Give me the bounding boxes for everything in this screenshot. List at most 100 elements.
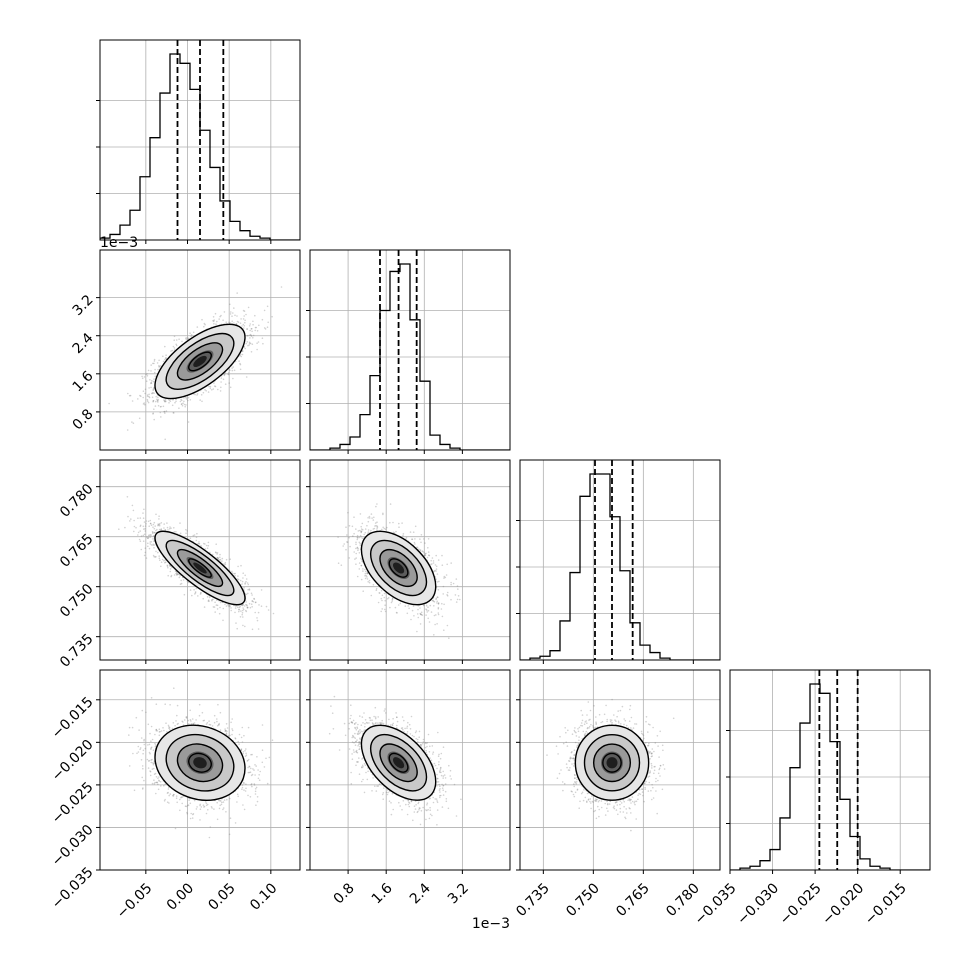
scatter-point (250, 592, 253, 595)
scatter-point (196, 394, 198, 396)
scatter-point (165, 357, 167, 359)
scatter-point (185, 398, 188, 400)
scatter-point (244, 347, 246, 350)
scatter-point (158, 359, 160, 362)
scatter-point (239, 322, 242, 324)
scatter-point (252, 600, 255, 603)
scatter-point (179, 532, 182, 535)
scatter-point (212, 598, 214, 601)
scatter-point (152, 391, 154, 394)
scatter-point (187, 396, 190, 399)
scatter-point (230, 609, 232, 612)
scatter-point (222, 619, 224, 622)
scatter-point (219, 558, 222, 561)
scatter-point (247, 334, 249, 337)
scatter-point (213, 606, 216, 608)
scatter-point (147, 520, 150, 523)
scatter-point (131, 421, 133, 423)
scatter-point (242, 577, 244, 579)
scatter-point (231, 572, 234, 574)
scatter-point (146, 373, 148, 375)
scatter-point (241, 604, 243, 607)
scatter-point (167, 529, 169, 531)
scatter-point (223, 373, 226, 376)
scatter-point (141, 375, 143, 378)
scatter-point (146, 400, 149, 402)
scatter-point (252, 337, 254, 339)
scatter-point (196, 532, 198, 535)
scatter-point (151, 396, 154, 399)
scatter-point (166, 564, 169, 567)
scatter-point (153, 527, 156, 530)
scatter-point (225, 321, 227, 323)
scatter-point (169, 568, 172, 570)
scatter-point (220, 314, 222, 317)
scatter-point (189, 332, 191, 334)
scatter-point (150, 534, 152, 537)
scatter-point (159, 365, 162, 367)
scatter-point (262, 342, 264, 345)
scatter-point (212, 316, 215, 318)
scatter-point (129, 520, 131, 522)
scatter-point (141, 377, 144, 380)
scatter-point (280, 286, 283, 288)
scatter-point (209, 387, 212, 390)
scatter-point (180, 398, 182, 401)
scatter-point (240, 355, 243, 358)
scatter-point (239, 579, 242, 582)
scatter-point (208, 385, 210, 388)
scatter-point (142, 396, 144, 399)
scatter-point (216, 608, 219, 610)
scatter-point (147, 369, 150, 372)
scatter-point (142, 517, 145, 519)
scatter-point (181, 404, 184, 407)
scatter-point (152, 535, 155, 537)
scatter-point (132, 422, 135, 424)
scatter-point (216, 599, 218, 602)
scatter-point (250, 603, 253, 605)
scatter-point (148, 396, 151, 399)
scatter-point (159, 411, 162, 414)
scatter-point (157, 368, 159, 371)
scatter-point (249, 329, 251, 332)
scatter-point (232, 312, 234, 314)
scatter-point (257, 611, 260, 614)
scatter-point (245, 313, 247, 316)
scatter-point (178, 338, 180, 340)
scatter-point (245, 578, 248, 580)
scatter-point (206, 596, 209, 598)
scatter-point (204, 323, 206, 326)
scatter-point (232, 366, 235, 368)
scatter-point (242, 572, 244, 574)
density-level (193, 355, 207, 368)
scatter-point (258, 604, 260, 606)
scatter-point (185, 338, 188, 341)
scatter-point (272, 612, 275, 615)
scatter-point (173, 412, 175, 414)
scatter-point (156, 362, 159, 364)
scatter-point (153, 358, 156, 361)
scatter-point (234, 611, 236, 614)
scatter-point (153, 360, 156, 362)
scatter-point (153, 418, 155, 421)
scatter-point (237, 321, 240, 323)
scatter-point (243, 325, 246, 327)
scatter-point (144, 528, 146, 530)
scatter-point (231, 315, 233, 317)
scatter-point (153, 371, 156, 374)
scatter-point (247, 583, 250, 586)
scatter-point (224, 383, 227, 385)
scatter-point (208, 600, 210, 603)
scatter-point (152, 388, 155, 391)
scatter-point (242, 604, 244, 607)
scatter-point (212, 606, 215, 608)
scatter-point (152, 526, 154, 528)
scatter-point (133, 530, 135, 533)
scatter-point (248, 589, 251, 591)
scatter-point (172, 399, 174, 401)
scatter-point (157, 400, 159, 402)
scatter-point (153, 555, 155, 558)
scatter-point (203, 606, 206, 608)
scatter-point (245, 610, 248, 613)
scatter-point (224, 603, 226, 606)
